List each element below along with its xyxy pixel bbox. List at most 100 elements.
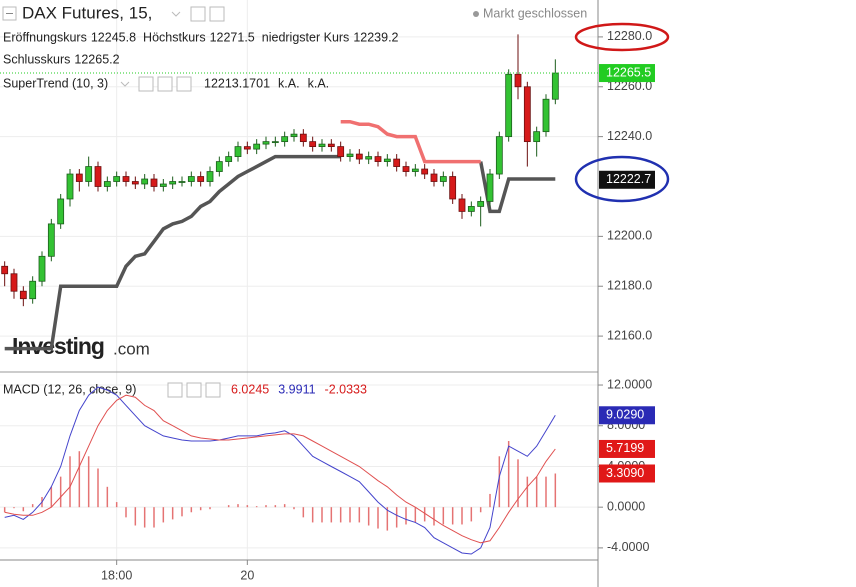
price-badge: [599, 170, 655, 189]
candle-body: [10, 273, 18, 292]
plot-area: 12265.5 12222.7 9.0290 5.7199 3.3090: [0, 34, 655, 555]
candle-body: [122, 176, 130, 182]
candle-body: [505, 73, 513, 138]
settings-button[interactable]: [186, 382, 202, 398]
candle-body: [421, 168, 429, 175]
candle-body: [271, 141, 279, 144]
supertrend-line: [340, 119, 481, 164]
candle-body: [514, 73, 522, 88]
header: Eröffnungskurs 12245.8 Höchstkurs 12271.5 ni…: [3, 30, 399, 396]
candle-body: [197, 176, 205, 182]
candle-body: [103, 181, 111, 187]
candle-body: [318, 143, 326, 148]
info-label: Höchstkurs: [143, 30, 206, 44]
macd-value: -2.0333: [325, 382, 367, 396]
settings-button[interactable]: [209, 6, 225, 22]
y-tick-label: 0.0000: [607, 499, 645, 513]
price-badge: [599, 439, 655, 458]
candle-body: [187, 176, 195, 182]
supertrend-line: [4, 154, 556, 351]
watermark: Investing: [12, 333, 104, 359]
y-tick-label: 12200.0: [607, 229, 652, 243]
candle-body: [234, 146, 242, 157]
price-badge-label: 3.3090: [606, 466, 644, 480]
macd-value: 6.0245: [231, 382, 269, 396]
candle-body: [178, 181, 186, 183]
candle-body: [365, 156, 373, 160]
candle-body: [449, 176, 457, 200]
candle-body: [206, 171, 214, 182]
indicator-extra: k.A.: [278, 76, 300, 90]
highlight-ellipse: [574, 155, 670, 203]
candle-body: [523, 86, 531, 143]
candle-body: [327, 143, 335, 148]
watermark-suffix: .com: [113, 339, 150, 358]
candle-body: [141, 178, 149, 185]
x-tick-label: 20: [240, 568, 254, 582]
candle-body: [169, 181, 177, 185]
dropdown-icon[interactable]: [120, 81, 130, 87]
candle-body: [1, 265, 9, 275]
candle-body: [383, 158, 391, 162]
candle-body: [57, 198, 65, 225]
candle-body: [243, 146, 251, 150]
candle-body: [486, 173, 494, 202]
candle-body: [355, 153, 363, 160]
indicator-name: SuperTrend (10, 3): [3, 76, 108, 90]
candle-body: [159, 183, 167, 187]
candle-body: [337, 146, 345, 157]
candle-body: [29, 280, 37, 300]
price-badge: [599, 64, 655, 83]
candle-body: [85, 166, 93, 182]
y-tick-label: 12260.0: [607, 79, 652, 93]
market-status: Markt geschlossen: [483, 6, 587, 20]
candle-body: [262, 141, 270, 145]
price-badge: [599, 406, 655, 425]
dropdown-icon[interactable]: [171, 11, 181, 17]
price-badge-label: 5.7199: [606, 441, 644, 455]
info-value: 12265.2: [74, 52, 119, 66]
y-tick-label: 12160.0: [607, 328, 652, 342]
y-tick-label: 12.0000: [607, 377, 652, 391]
y-tick-label: 12240.0: [607, 129, 652, 143]
candle-body: [19, 290, 27, 300]
candle-body: [533, 131, 541, 143]
visibility-button[interactable]: [138, 76, 154, 92]
macd-value: 3.9911: [278, 382, 315, 396]
candle-body: [38, 255, 46, 282]
price-badge: [599, 464, 655, 483]
info-value: 12245.8: [91, 30, 136, 44]
candle-body: [94, 166, 102, 187]
grid: 12160.0 12180.0 12200.0 12240.0 12260.0 12280…: [0, 0, 652, 582]
candle-body: [225, 156, 233, 162]
candle-body: [495, 136, 503, 175]
candle-body: [467, 206, 475, 212]
info-value: 12271.5: [210, 30, 255, 44]
candle-body: [374, 156, 382, 162]
settings-button[interactable]: [157, 76, 173, 92]
remove-button[interactable]: [205, 382, 221, 398]
candle-body: [215, 161, 223, 172]
macd-line: [4, 386, 556, 555]
candle-body: [542, 98, 550, 133]
chart-title: DAX Futures, 15,: [22, 3, 152, 22]
y-tick-label: 12280.0: [607, 29, 652, 43]
candle-body: [477, 201, 485, 207]
candle-body: [430, 173, 438, 182]
candle-body: [551, 72, 559, 100]
x-tick-label: 18:00: [101, 568, 132, 582]
candle-body: [66, 173, 74, 200]
candle-body: [281, 136, 289, 143]
visibility-button[interactable]: [190, 6, 206, 22]
info-value: 12239.2: [353, 30, 398, 44]
candle-body: [439, 176, 447, 182]
visibility-button[interactable]: [167, 382, 183, 398]
candle-body: [47, 223, 55, 257]
indicator-value: 12213.1701: [204, 76, 270, 90]
candle-body: [150, 178, 158, 187]
candle-body: [113, 176, 121, 182]
remove-button[interactable]: [176, 76, 192, 92]
candle-body: [75, 173, 83, 182]
